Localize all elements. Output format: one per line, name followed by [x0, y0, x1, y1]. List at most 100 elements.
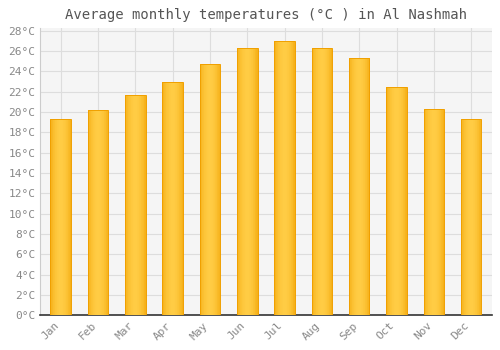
Bar: [215, 64, 216, 315]
Bar: [212, 64, 214, 315]
Bar: [65, 119, 66, 315]
Bar: [406, 87, 407, 315]
Bar: [321, 48, 322, 315]
Bar: [351, 58, 352, 315]
Bar: [162, 82, 163, 315]
Bar: [473, 119, 474, 315]
Bar: [386, 87, 407, 315]
Bar: [442, 109, 443, 315]
Bar: [54, 119, 56, 315]
Bar: [283, 41, 284, 315]
Bar: [246, 48, 248, 315]
Bar: [279, 41, 280, 315]
Bar: [240, 48, 241, 315]
Bar: [98, 110, 100, 315]
Bar: [241, 48, 242, 315]
Bar: [431, 109, 432, 315]
Bar: [104, 110, 105, 315]
Bar: [392, 87, 393, 315]
Bar: [478, 119, 480, 315]
Bar: [276, 41, 277, 315]
Bar: [288, 41, 290, 315]
Bar: [93, 110, 94, 315]
Bar: [206, 64, 208, 315]
Bar: [471, 119, 472, 315]
Bar: [429, 109, 430, 315]
Bar: [427, 109, 428, 315]
Bar: [145, 95, 146, 315]
Bar: [387, 87, 388, 315]
Bar: [278, 41, 279, 315]
Bar: [210, 64, 212, 315]
Bar: [396, 87, 397, 315]
Bar: [256, 48, 257, 315]
Bar: [130, 95, 132, 315]
Bar: [331, 48, 332, 315]
Bar: [64, 119, 65, 315]
Bar: [52, 119, 53, 315]
Bar: [275, 41, 276, 315]
Bar: [126, 95, 127, 315]
Bar: [127, 95, 128, 315]
Bar: [245, 48, 246, 315]
Bar: [358, 58, 359, 315]
Bar: [277, 41, 278, 315]
Bar: [218, 64, 219, 315]
Bar: [136, 95, 138, 315]
Bar: [465, 119, 466, 315]
Bar: [237, 48, 238, 315]
Bar: [182, 82, 183, 315]
Bar: [438, 109, 440, 315]
Bar: [58, 119, 59, 315]
Bar: [353, 58, 354, 315]
Bar: [125, 95, 146, 315]
Bar: [480, 119, 482, 315]
Bar: [200, 64, 201, 315]
Bar: [480, 119, 481, 315]
Bar: [90, 110, 91, 315]
Bar: [139, 95, 140, 315]
Bar: [132, 95, 134, 315]
Bar: [203, 64, 204, 315]
Bar: [178, 82, 179, 315]
Bar: [92, 110, 94, 315]
Bar: [330, 48, 331, 315]
Bar: [357, 58, 358, 315]
Bar: [425, 109, 426, 315]
Bar: [442, 109, 444, 315]
Bar: [435, 109, 436, 315]
Bar: [143, 95, 144, 315]
Bar: [60, 119, 61, 315]
Bar: [50, 119, 71, 315]
Bar: [237, 48, 258, 315]
Bar: [179, 82, 180, 315]
Bar: [316, 48, 317, 315]
Bar: [313, 48, 314, 315]
Bar: [138, 95, 139, 315]
Bar: [101, 110, 102, 315]
Bar: [390, 87, 391, 315]
Bar: [322, 48, 324, 315]
Bar: [208, 64, 210, 315]
Bar: [355, 58, 356, 315]
Bar: [204, 64, 205, 315]
Bar: [280, 41, 281, 315]
Bar: [100, 110, 101, 315]
Bar: [255, 48, 256, 315]
Bar: [474, 119, 476, 315]
Bar: [128, 95, 129, 315]
Bar: [461, 119, 481, 315]
Bar: [293, 41, 294, 315]
Bar: [328, 48, 330, 315]
Bar: [402, 87, 404, 315]
Bar: [284, 41, 286, 315]
Bar: [328, 48, 329, 315]
Bar: [424, 109, 425, 315]
Bar: [369, 58, 370, 315]
Bar: [89, 110, 90, 315]
Bar: [388, 87, 389, 315]
Bar: [244, 48, 246, 315]
Bar: [62, 119, 63, 315]
Bar: [404, 87, 406, 315]
Bar: [463, 119, 464, 315]
